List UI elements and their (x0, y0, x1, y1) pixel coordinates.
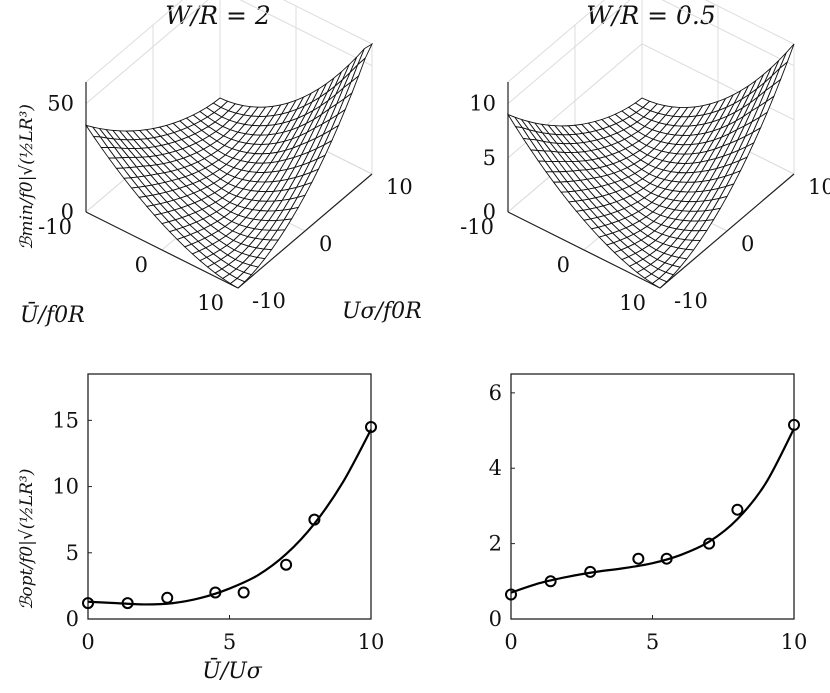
z-tick-label: 0 (61, 200, 74, 224)
surface-left-title: W/R = 2 (165, 1, 271, 30)
x-tick-label: 10 (781, 630, 808, 654)
data-point (365, 420, 377, 433)
data-point (237, 586, 250, 599)
y-tick-label: 5 (66, 541, 79, 565)
grid-line (659, 173, 795, 289)
data-point (660, 552, 673, 565)
fit-curve-left (87, 429, 372, 606)
x-tick-label: 0 (504, 630, 517, 654)
x-tick-label: 10 (197, 291, 224, 315)
x-tick-label: -10 (38, 215, 72, 239)
y-tick-label: 10 (386, 175, 413, 199)
y-tick-label: 15 (52, 408, 79, 432)
x-tick-label: 0 (557, 253, 570, 277)
data-point (731, 503, 744, 516)
x-tick-label: 5 (223, 630, 236, 654)
plot-frame-right (510, 373, 795, 620)
z-tick-label: 5 (483, 146, 496, 170)
y-tick-label: 0 (741, 232, 754, 256)
line-plot-right: 0 5 10 0 2 4 6 (489, 373, 808, 654)
surface-patch (229, 277, 246, 289)
x-tick-label: 0 (81, 630, 94, 654)
surface-right-title: W/R = 0.5 (586, 1, 716, 30)
x-tick-label: 10 (358, 630, 385, 654)
data-point (161, 591, 174, 604)
data-point (703, 537, 716, 550)
data-point (544, 575, 557, 588)
data-point (788, 418, 800, 431)
y-tick-label: -10 (674, 289, 708, 313)
y-tick-label: 2 (489, 532, 502, 556)
y-tick-label: 6 (489, 381, 502, 405)
surface-y-label: Uσ/f0R (342, 299, 422, 324)
surface-z-label: ℬmin/f0|√(½LR³) (17, 104, 37, 250)
data-point (209, 586, 222, 599)
y-tick-label: 4 (489, 456, 502, 480)
y-tick-label: 10 (52, 475, 79, 499)
x-tick-label: 10 (619, 291, 646, 315)
y-tick-label: 0 (66, 607, 79, 631)
x-tick-label: 5 (646, 630, 659, 654)
data-point (280, 558, 293, 571)
z-tick-label: 0 (483, 200, 496, 224)
data-point (505, 588, 517, 601)
data-point (584, 565, 597, 578)
y-tick-label: 10 (808, 175, 830, 199)
data-point (632, 552, 645, 565)
x-tick-label: -10 (460, 215, 494, 239)
x-tick-label: 0 (135, 253, 148, 277)
surface-patch (651, 277, 668, 289)
data-point (121, 597, 134, 610)
surface-x-label: Ū/f0R (20, 301, 85, 328)
y-tick-label: -10 (252, 289, 286, 313)
grid-line (85, 211, 239, 289)
plot-frame-left (87, 373, 372, 620)
data-point (308, 513, 321, 526)
y-tick-label: 0 (489, 607, 502, 631)
z-tick-label: 50 (47, 92, 74, 116)
line-x-label: Ū/Uσ (202, 657, 262, 684)
fit-curve-right (510, 428, 795, 594)
y-tick-label: 0 (319, 232, 332, 256)
line-y-label: ℬopt/f0|√(½LR³) (17, 469, 37, 610)
grid-line (237, 173, 373, 289)
z-tick-label: 10 (469, 92, 496, 116)
grid-line (507, 211, 661, 289)
data-point (82, 597, 94, 610)
line-plot-left: 0 5 10 0 5 10 15 (52, 373, 385, 654)
